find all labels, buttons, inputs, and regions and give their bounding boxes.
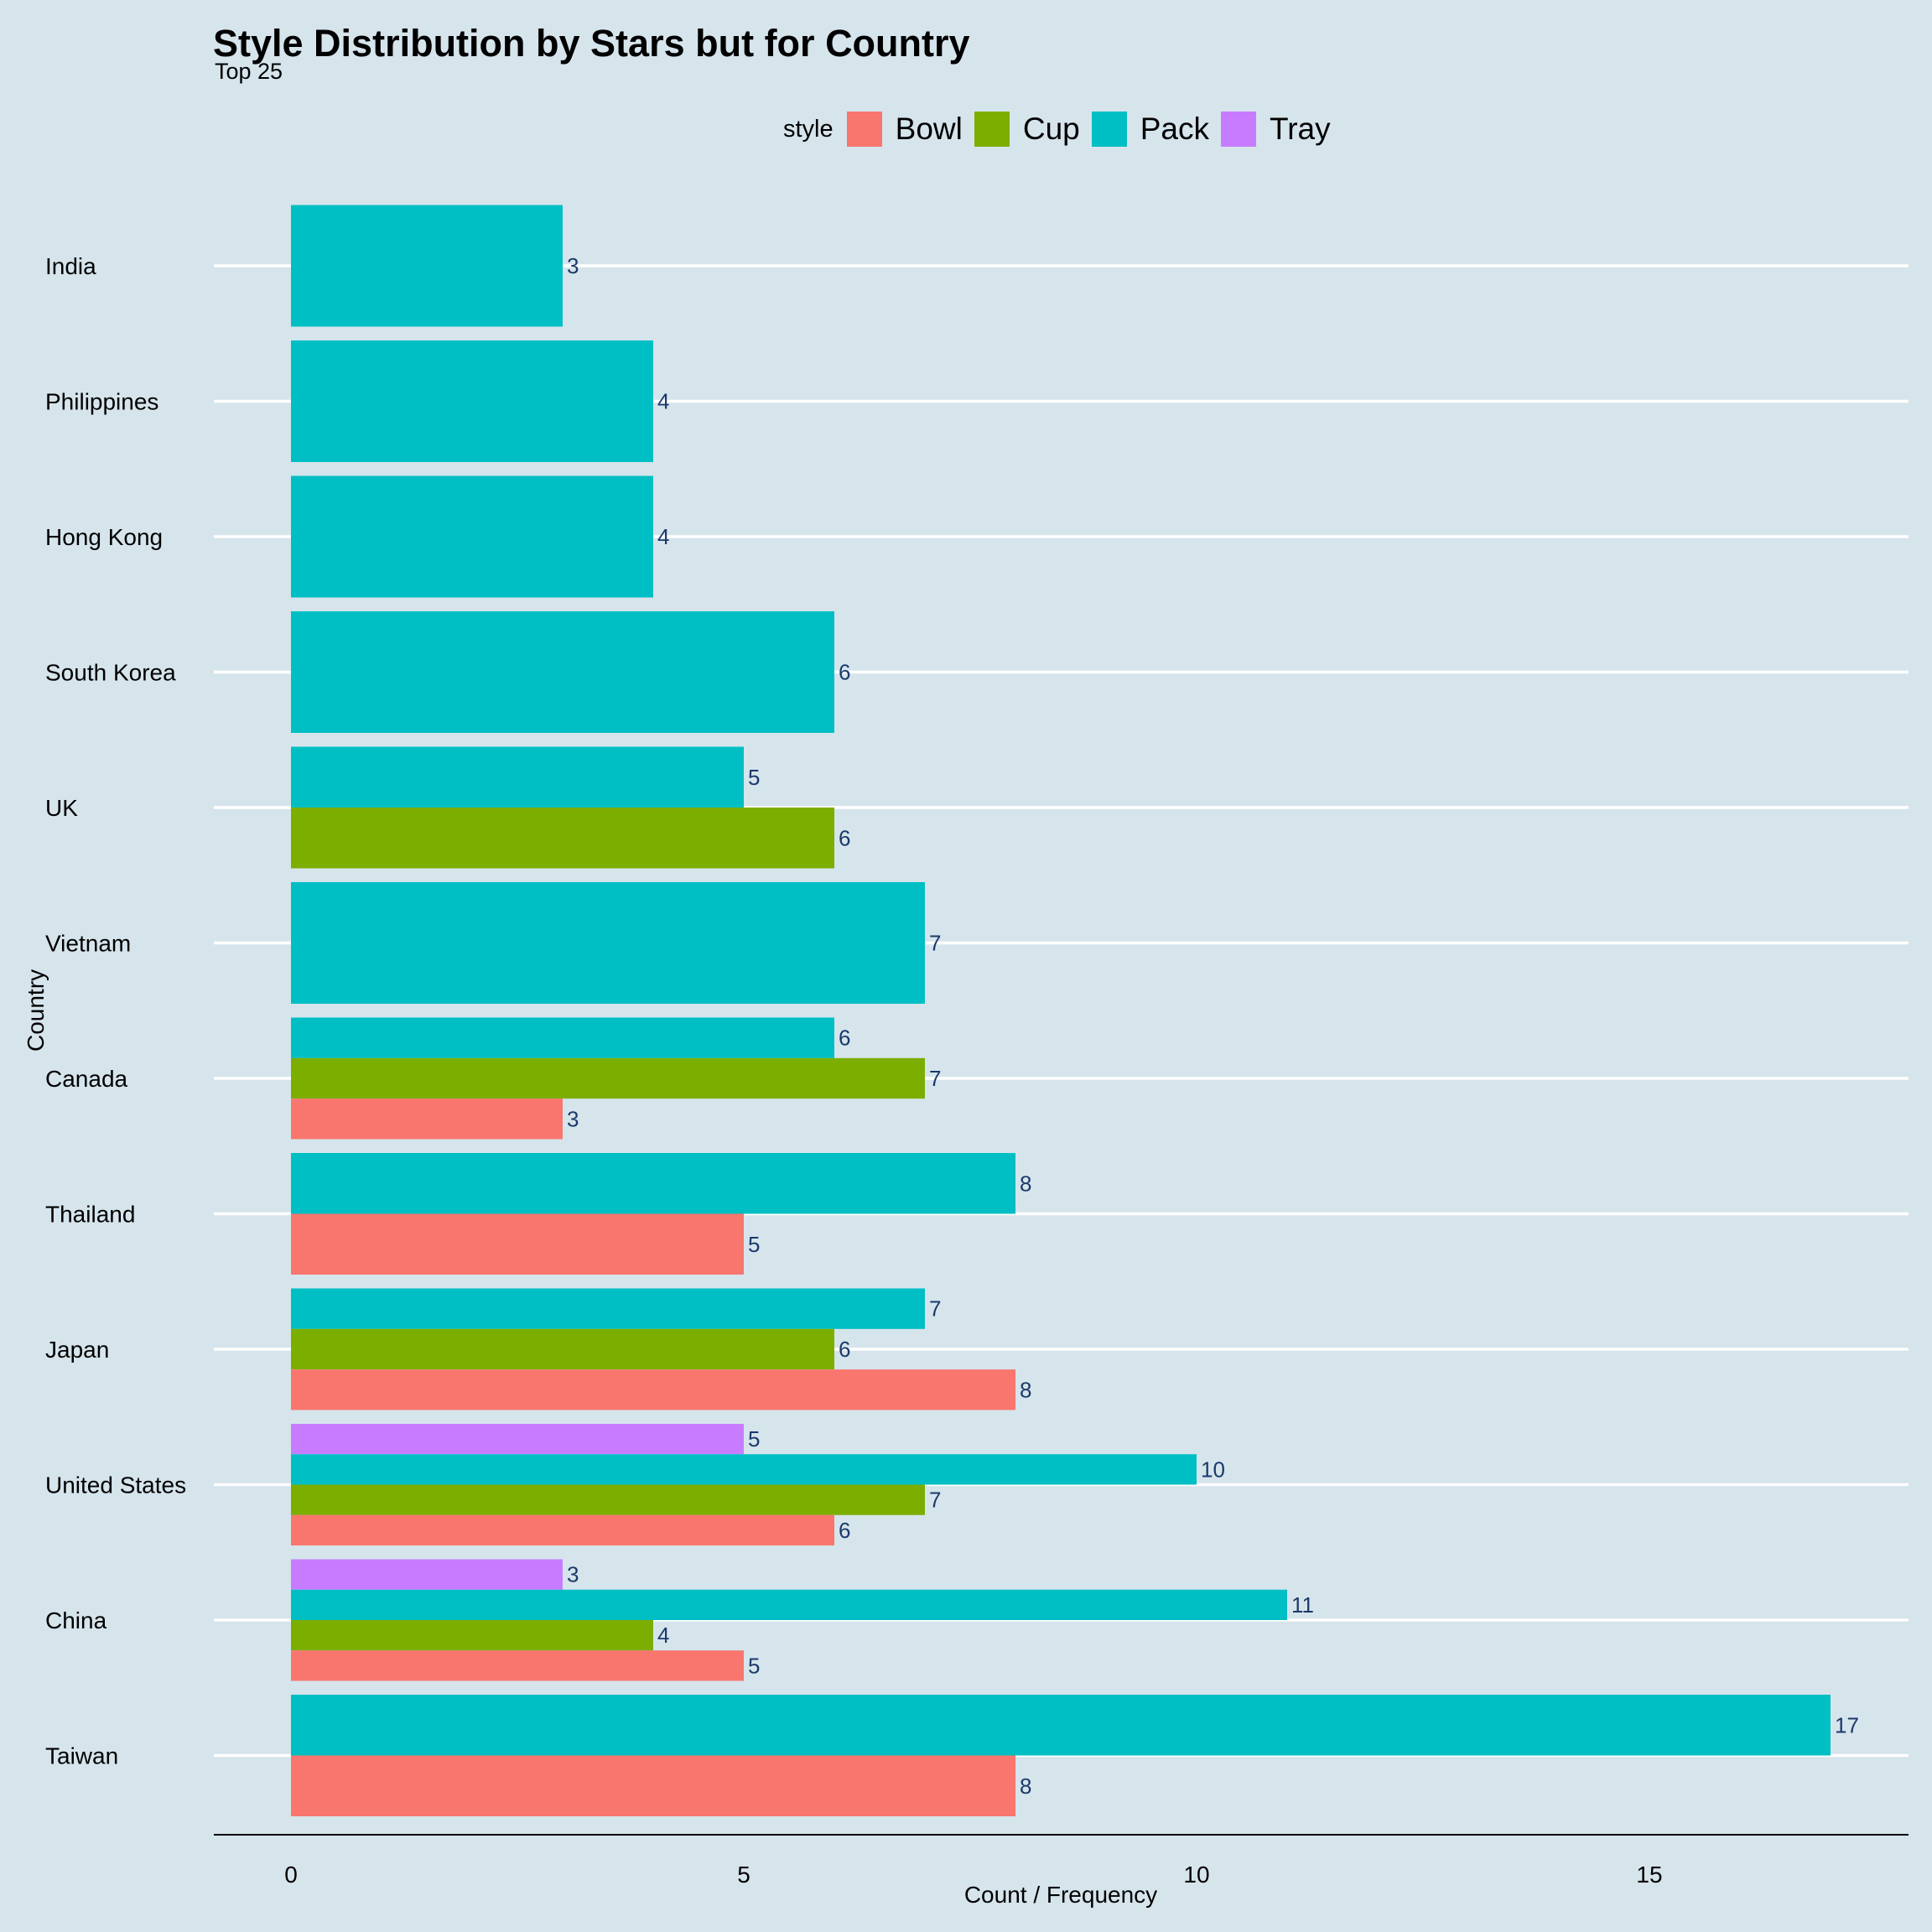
data-label-vietnam-pack: 7: [929, 931, 941, 956]
y-label-united-states: United States: [45, 1472, 186, 1498]
bar-vietnam-pack: [291, 882, 925, 1004]
data-label-uk-pack: 5: [748, 765, 760, 790]
bar-thailand-bowl: [291, 1213, 744, 1275]
bar-china-bowl: [291, 1650, 744, 1681]
bar-uk-cup: [291, 808, 834, 869]
data-label-united-states-tray: 5: [748, 1426, 760, 1452]
legend-item-cup: Cup: [974, 112, 1080, 147]
bar-uk-pack: [291, 746, 744, 808]
legend-item-pack: Pack: [1091, 112, 1209, 147]
bar-china-tray: [291, 1559, 563, 1590]
x-tick-label-10: 10: [1183, 1862, 1209, 1888]
legend-key-tray: [1221, 112, 1256, 147]
data-label-india-pack: 3: [567, 253, 579, 278]
y-label-south-korea: South Korea: [45, 660, 176, 686]
x-axis-title: Count / Frequency: [964, 1882, 1157, 1908]
bar-united-states-cup: [291, 1484, 925, 1515]
data-label-japan-bowl: 8: [1020, 1377, 1031, 1402]
y-label-china: China: [45, 1607, 107, 1633]
bar-china-pack: [291, 1589, 1287, 1620]
bar-china-cup: [291, 1620, 653, 1651]
data-label-philippines-pack: 4: [657, 389, 669, 414]
data-label-united-states-bowl: 6: [839, 1518, 850, 1543]
y-label-hong-kong: Hong Kong: [45, 524, 163, 550]
y-label-philippines: Philippines: [45, 389, 158, 415]
bar-japan-cup: [291, 1328, 834, 1370]
legend-key-cup: [974, 112, 1010, 147]
legend-label-pack: Pack: [1140, 112, 1209, 146]
data-label-hong-kong-pack: 4: [657, 524, 669, 549]
data-labels: 3 4 4 6 5 6 7 6 7 3 8 5 7 6 8 5 10 7 6 3 11 4 5 17 8: [567, 253, 1859, 1799]
bar-south-korea-pack: [291, 611, 834, 733]
legend-key-pack: [1091, 112, 1127, 147]
bar-canada-bowl: [291, 1098, 563, 1140]
data-label-united-states-pack: 10: [1201, 1457, 1225, 1482]
y-label-taiwan: Taiwan: [45, 1743, 118, 1769]
bar-united-states-bowl: [291, 1514, 834, 1545]
data-label-thailand-pack: 8: [1020, 1171, 1031, 1196]
legend: style Bowl Cup Pack Tray: [783, 109, 1343, 149]
bar-united-states-pack: [291, 1454, 1197, 1485]
y-label-vietnam: Vietnam: [45, 931, 131, 957]
bar-taiwan-pack: [291, 1695, 1831, 1756]
bar-canada-cup: [291, 1057, 925, 1099]
x-axis: 0 5 10 15: [214, 1834, 1909, 1888]
y-label-india: India: [45, 253, 96, 279]
data-label-uk-cup: 6: [839, 825, 850, 850]
data-label-china-tray: 3: [567, 1562, 579, 1587]
y-label-uk: UK: [45, 795, 78, 821]
x-tick-label-15: 15: [1636, 1862, 1662, 1888]
bar-taiwan-bowl: [291, 1755, 1015, 1816]
x-tick-label-5: 5: [737, 1862, 750, 1888]
y-label-thailand: Thailand: [45, 1202, 135, 1228]
legend-label-tray: Tray: [1270, 112, 1331, 146]
data-label-japan-pack: 7: [929, 1296, 941, 1322]
y-axis-labels: India Philippines Hong Kong South Korea UK Vi…: [45, 253, 186, 1769]
bars: [291, 205, 1831, 1816]
legend-item-bowl: Bowl: [846, 112, 963, 147]
data-label-canada-bowl: 3: [567, 1106, 579, 1131]
bar-thailand-pack: [291, 1153, 1015, 1214]
legend-item-tray: Tray: [1221, 112, 1331, 147]
legend-label-bowl: Bowl: [895, 112, 963, 146]
legend-label-cup: Cup: [1022, 112, 1080, 146]
bar-india-pack: [291, 205, 563, 327]
data-label-taiwan-bowl: 8: [1020, 1774, 1031, 1799]
bar-canada-pack: [291, 1017, 834, 1058]
data-label-china-pack: 11: [1291, 1592, 1314, 1618]
data-label-south-korea-pack: 6: [839, 660, 850, 685]
data-label-taiwan-pack: 17: [1835, 1712, 1859, 1737]
bar-united-states-tray: [291, 1424, 744, 1455]
bar-japan-pack: [291, 1288, 925, 1329]
bar-japan-bowl: [291, 1369, 1015, 1410]
y-label-japan: Japan: [45, 1337, 109, 1363]
data-label-japan-cup: 6: [839, 1337, 850, 1362]
data-label-canada-cup: 7: [929, 1066, 941, 1091]
legend-title: style: [783, 115, 834, 143]
data-label-china-bowl: 5: [748, 1653, 760, 1678]
chart-title: Style Distribution by Stars but for Coun…: [213, 22, 970, 65]
legend-key-bowl: [846, 112, 882, 147]
data-label-thailand-bowl: 5: [748, 1232, 760, 1257]
y-label-canada: Canada: [45, 1066, 128, 1092]
x-tick-label-0: 0: [284, 1862, 298, 1888]
data-label-united-states-cup: 7: [929, 1488, 941, 1513]
chart-subtitle: Top 25: [215, 59, 283, 84]
bar-philippines-pack: [291, 340, 653, 462]
data-label-china-cup: 4: [657, 1623, 669, 1648]
data-label-canada-pack: 6: [839, 1026, 850, 1051]
y-axis-title: Country: [23, 969, 49, 1052]
bar-hong-kong-pack: [291, 475, 653, 598]
